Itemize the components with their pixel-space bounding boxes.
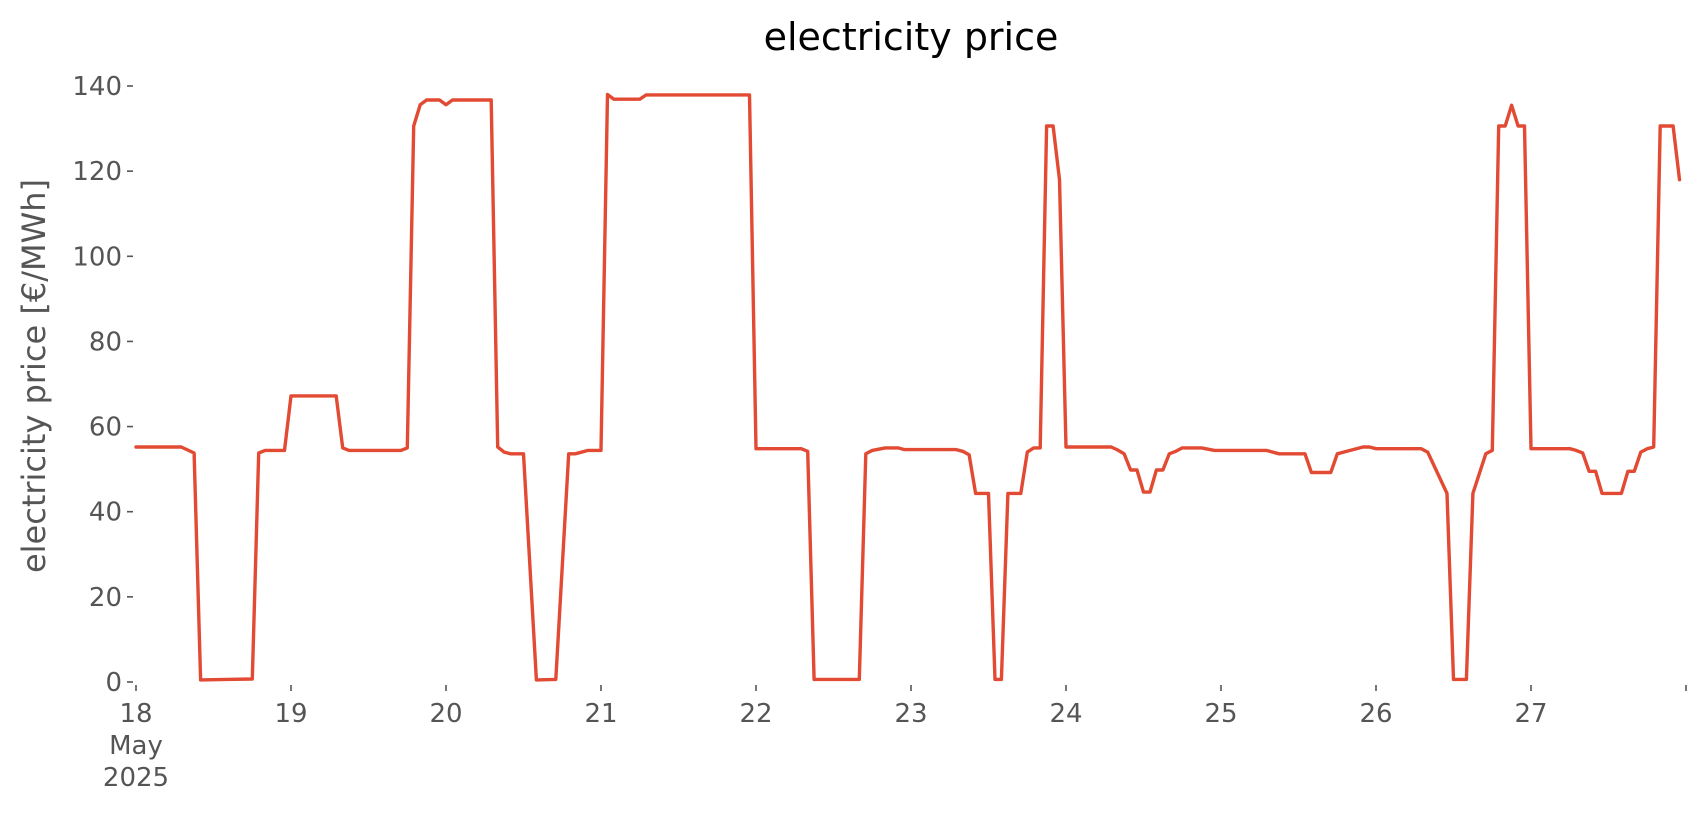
y-tick-label: 120	[72, 157, 122, 187]
y-tick-label: 140	[72, 72, 122, 102]
y-tick-label: 20	[89, 583, 122, 613]
x-tick-month: May	[109, 731, 163, 761]
x-tick-label: 26	[1359, 699, 1392, 729]
price-series-line	[134, 92, 1682, 682]
chart-title: electricity price	[764, 15, 1059, 59]
x-tick-label: 20	[429, 699, 462, 729]
x-tick-label: 21	[584, 699, 617, 729]
y-tick-label: 40	[89, 498, 122, 528]
y-tick-label: 80	[89, 327, 122, 357]
x-tick-label: 27	[1514, 699, 1547, 729]
x-tick-label: 22	[739, 699, 772, 729]
y-axis-label: electricity price [€/MWh]	[15, 179, 53, 573]
x-tick-label: 23	[894, 699, 927, 729]
x-tick-label: 24	[1049, 699, 1082, 729]
y-tick-label: 60	[89, 413, 122, 443]
y-tick-label: 100	[72, 242, 122, 272]
y-tick-label: 0	[105, 668, 122, 698]
x-tick-label: 25	[1204, 699, 1237, 729]
x-tick-label: 19	[274, 699, 307, 729]
x-tick-year: 2025	[103, 763, 169, 793]
x-tick-label: 18	[119, 699, 152, 729]
plot-area	[134, 92, 1682, 682]
y-axis: 0 20 40 60 80 100 120 140	[72, 72, 133, 698]
